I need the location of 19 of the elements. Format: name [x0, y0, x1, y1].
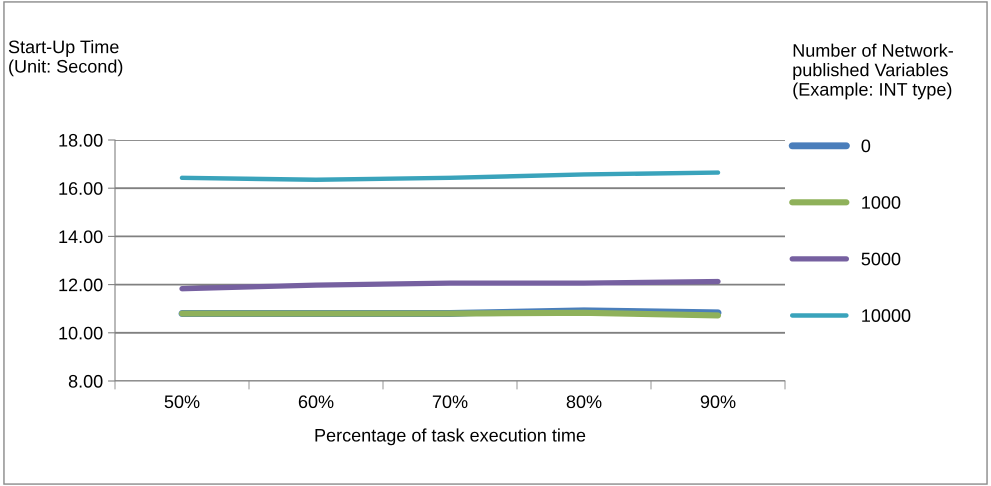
legend-label: 5000	[862, 252, 900, 266]
x-tick-label: 80%	[566, 395, 602, 408]
x-tick-label: 70%	[432, 395, 468, 408]
y-tick-label: 14.00	[59, 230, 102, 244]
legend-label: 1000	[862, 196, 900, 209]
y-tick-label: 16.00	[59, 182, 102, 195]
y-tick-label: 12.00	[59, 278, 102, 292]
x-tick-label: 60%	[298, 395, 334, 408]
x-tick-label: 90%	[700, 395, 736, 408]
x-axis-title: Percentage of task execution time	[315, 428, 586, 446]
legend-label: 10000	[862, 309, 910, 322]
line-series	[180, 170, 720, 182]
y-axis-title: Start-Up Time (Unit: Second)	[8, 40, 122, 76]
y-tick-label: 18.00	[59, 134, 102, 147]
y-tick-label: 10.00	[59, 326, 102, 340]
legend-label: 0	[862, 140, 870, 152]
y-tick-label: 8.00	[68, 374, 102, 388]
legend-title: Number of Network- published Variables (Example: INT type)	[793, 44, 953, 100]
x-tick-label: 50%	[164, 395, 200, 408]
